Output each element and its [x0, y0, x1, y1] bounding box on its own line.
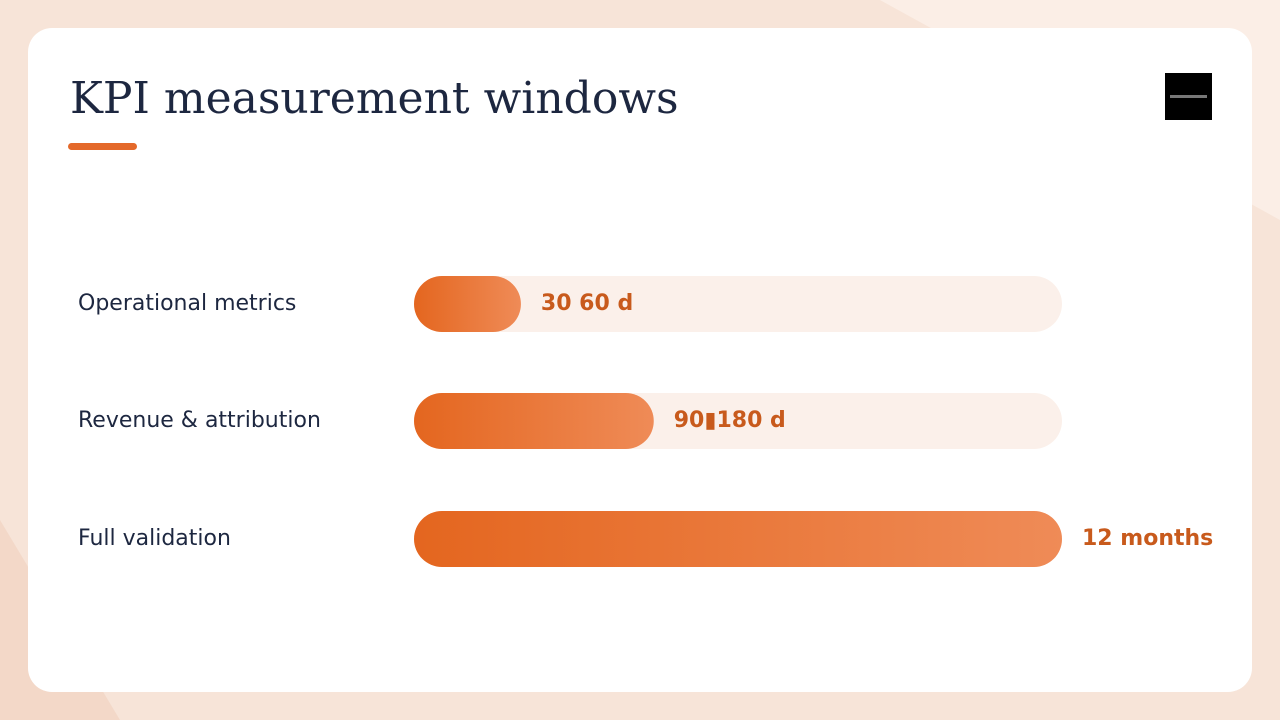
category-label: Full validation	[78, 526, 231, 551]
value-label: 90▮180 d	[674, 408, 786, 433]
chart-title: KPI measurement windows	[70, 73, 679, 124]
bar	[414, 276, 521, 332]
category-label: Operational metrics	[78, 291, 296, 316]
title-underline	[68, 143, 137, 150]
logo-text	[1170, 95, 1207, 98]
category-label: Revenue & attribution	[78, 408, 321, 433]
bar	[414, 393, 654, 449]
value-label: 30 60 d	[541, 291, 633, 316]
bar-track	[414, 276, 1062, 332]
bar	[414, 511, 1062, 567]
value-label: 12 months	[1082, 526, 1213, 551]
card	[28, 28, 1252, 692]
